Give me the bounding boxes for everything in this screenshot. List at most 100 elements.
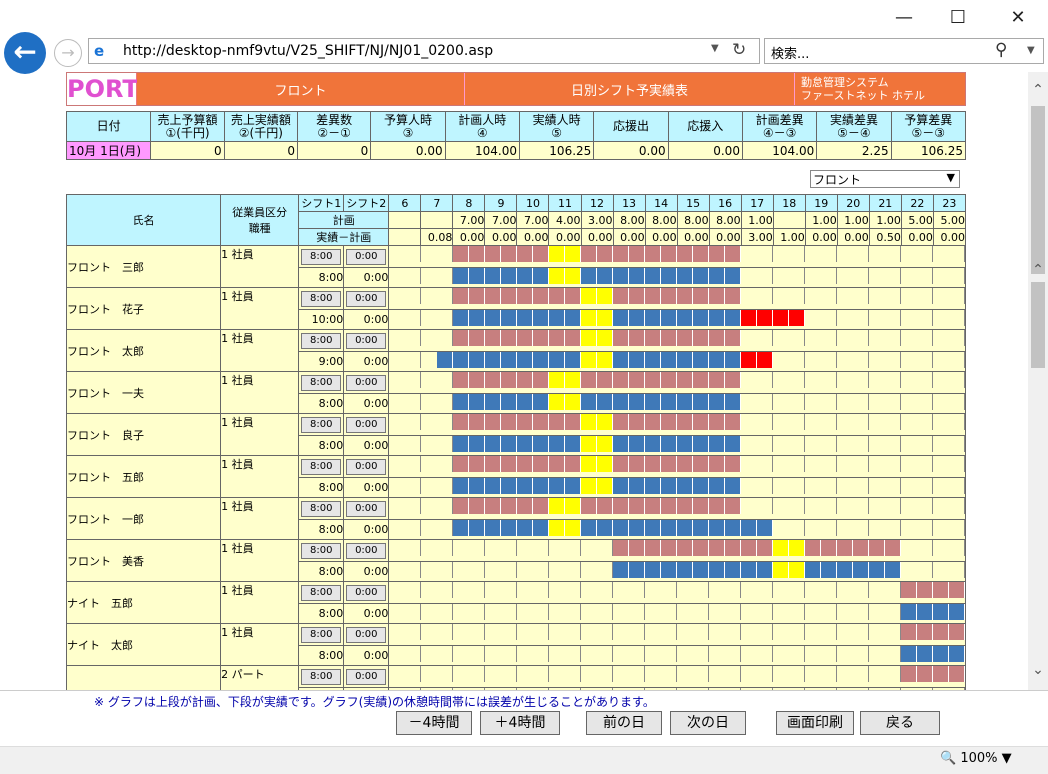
- empty-slot: [853, 478, 869, 494]
- empty-slot: [933, 521, 949, 537]
- address-bar[interactable]: e http://desktop-nmf9vtu/V25_SHIFT/NJ/NJ…: [88, 38, 760, 64]
- empty-slot: [933, 541, 949, 557]
- empty-slot: [677, 605, 693, 621]
- prev-day-button[interactable]: 前の日: [586, 711, 662, 735]
- scrollbar-thumb[interactable]: [1031, 106, 1045, 274]
- minimize-button[interactable]: —: [895, 6, 913, 28]
- shift-slot: [725, 562, 741, 578]
- back-button[interactable]: 戻る: [860, 711, 940, 735]
- empty-slot: [821, 288, 837, 304]
- shift1-button[interactable]: 8:00: [301, 626, 342, 643]
- empty-slot: [741, 499, 757, 515]
- shift-slot: [900, 604, 917, 620]
- empty-slot: [885, 456, 901, 472]
- shift1-button[interactable]: 8:00: [301, 542, 342, 559]
- empty-slot: [421, 499, 437, 515]
- next-day-button[interactable]: 次の日: [670, 711, 746, 735]
- search-box[interactable]: 検索... ⚲ ▼: [764, 38, 1044, 64]
- shift-slot: [693, 414, 710, 430]
- shift2-button[interactable]: 0:00: [346, 542, 387, 559]
- empty-slot: [805, 437, 821, 453]
- refresh-icon[interactable]: ↻: [732, 40, 747, 60]
- shift2-button[interactable]: 0:00: [346, 416, 387, 433]
- maximize-button[interactable]: ☐: [949, 6, 967, 28]
- shift1-button[interactable]: 8:00: [301, 248, 342, 265]
- chevron-down-icon[interactable]: ▼: [1027, 45, 1035, 56]
- empty-slot: [885, 414, 901, 430]
- chevron-down-icon[interactable]: ▼: [711, 43, 719, 54]
- empty-slot: [805, 499, 821, 515]
- scrollbar-thumb[interactable]: [1031, 282, 1045, 368]
- scroll-up-icon[interactable]: ⌃: [1032, 82, 1044, 98]
- forward-arrow-icon[interactable]: →: [54, 39, 82, 67]
- shift2-button[interactable]: 0:00: [346, 500, 387, 517]
- empty-slot: [645, 667, 661, 683]
- back-arrow-icon[interactable]: ←: [4, 32, 46, 74]
- shift-slot: [852, 562, 869, 578]
- shift-slot: [629, 540, 646, 556]
- shift-slot: [581, 310, 598, 326]
- shift1-button[interactable]: 8:00: [301, 416, 342, 433]
- shift2-button[interactable]: 0:00: [346, 248, 387, 265]
- shift2-button[interactable]: 0:00: [346, 668, 387, 685]
- shift2-button[interactable]: 0:00: [346, 626, 387, 643]
- shift2-button[interactable]: 0:00: [346, 584, 387, 601]
- actual-time2: [343, 687, 390, 690]
- empty-slot: [821, 646, 837, 662]
- empty-slot: [437, 646, 454, 662]
- empty-slot: [549, 667, 565, 683]
- close-button[interactable]: ✕: [1010, 6, 1026, 28]
- empty-slot: [757, 288, 773, 304]
- empty-slot: [821, 268, 837, 284]
- shift1-button[interactable]: 8:00: [301, 290, 342, 307]
- empty-slot: [837, 605, 853, 621]
- empty-slot: [917, 246, 933, 262]
- shift1-button[interactable]: 8:00: [301, 458, 342, 475]
- shift2-button[interactable]: 0:00: [346, 458, 387, 475]
- job-label: 職種: [248, 222, 271, 235]
- shift2-button[interactable]: 0:00: [346, 332, 387, 349]
- shift1-button[interactable]: 8:00: [301, 584, 342, 601]
- shift1-button[interactable]: 8:00: [301, 500, 342, 517]
- scroll-up-icon[interactable]: ⌃: [1032, 262, 1044, 278]
- plus-4h-button[interactable]: ＋4時間: [480, 711, 560, 735]
- shift2-button[interactable]: 0:00: [346, 290, 387, 307]
- empty-slot: [693, 624, 710, 640]
- shift-grid: 氏名 従業員区分 職種 シフト1 シフト2 6 7 8 9 10 11 12 13 14 15 16 17 18 1…: [65, 194, 967, 690]
- shift2-cell: 0:00: [343, 455, 390, 478]
- shift-slot: [932, 604, 949, 620]
- plan-value: [388, 211, 422, 229]
- zoom-level[interactable]: 🔍 100% ▼: [940, 751, 1012, 766]
- shift-slot: [725, 498, 741, 514]
- shift-slot: [677, 414, 694, 430]
- shift1-button[interactable]: 8:00: [301, 668, 342, 685]
- shift-slot: [533, 456, 550, 472]
- shift-slot: [693, 352, 710, 368]
- scroll-down-icon[interactable]: ⌄: [1032, 662, 1044, 678]
- empty-slot: [837, 269, 853, 285]
- shift1-button[interactable]: 8:00: [301, 332, 342, 349]
- shift2-button[interactable]: 0:00: [346, 374, 387, 391]
- empty-slot: [901, 563, 917, 579]
- shift1-button[interactable]: 8:00: [301, 374, 342, 391]
- shift-slot: [932, 582, 949, 598]
- shift-slot: [485, 288, 502, 304]
- timeline-cell: [388, 665, 966, 688]
- vertical-scrollbar[interactable]: ⌃ ⌃ ⌄: [1028, 72, 1048, 690]
- empty-slot: [869, 479, 885, 495]
- summary-header-line: 実績人時: [532, 112, 581, 127]
- empty-slot: [469, 624, 486, 640]
- dept-select[interactable]: フロント ▼: [810, 170, 960, 188]
- empty-slot: [885, 666, 901, 682]
- empty-slot: [837, 437, 853, 453]
- minus-4h-button[interactable]: －4時間: [396, 711, 472, 735]
- print-button[interactable]: 画面印刷: [776, 711, 854, 735]
- diff-value: 0.00: [548, 228, 582, 246]
- search-icon[interactable]: ⚲: [995, 40, 1008, 60]
- empty-slot: [405, 498, 422, 514]
- shift-slot: [485, 372, 502, 388]
- summary-header-line: ④－③: [762, 125, 797, 140]
- shift-slot: [916, 666, 933, 682]
- diff-value: 0.00: [612, 228, 646, 246]
- shift-slot: [709, 414, 725, 430]
